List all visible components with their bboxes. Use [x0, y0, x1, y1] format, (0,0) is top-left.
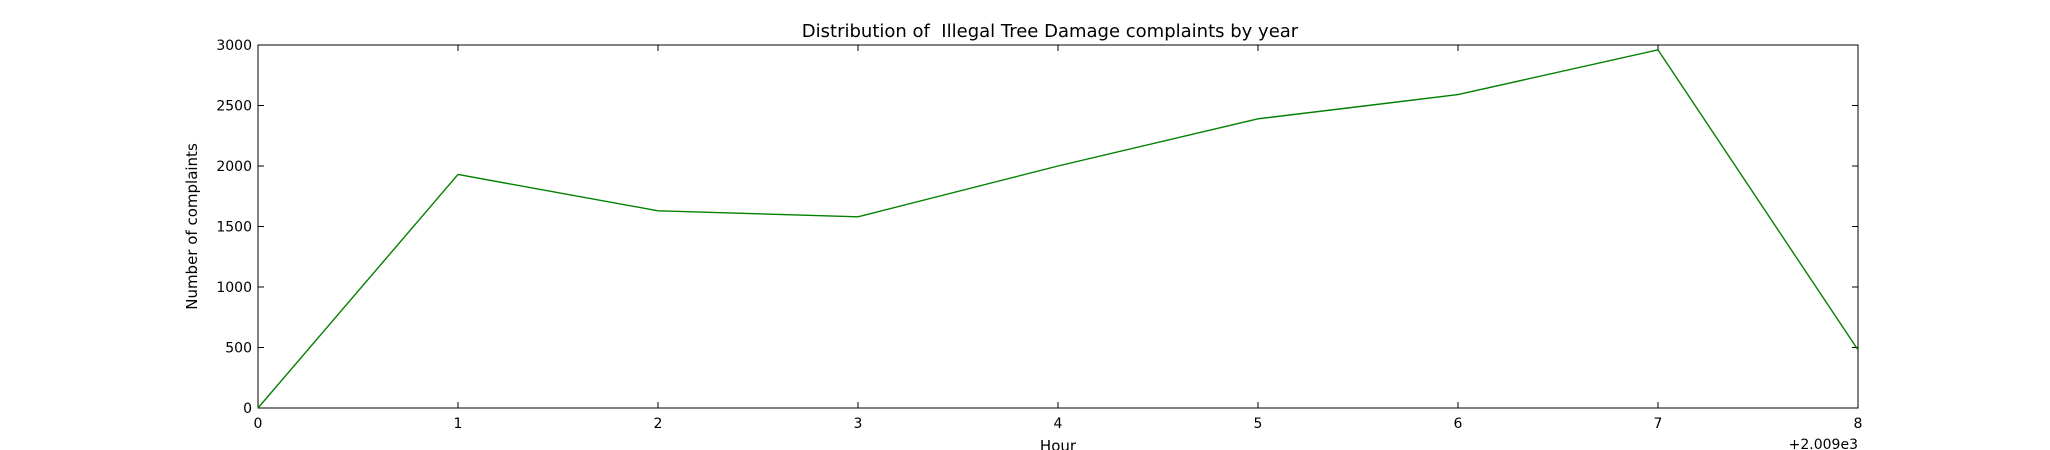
x-tick-label: 6: [1454, 416, 1463, 432]
x-tick-label: 2: [654, 416, 663, 432]
x-tick-label: 0: [254, 416, 263, 432]
y-tick-label: 1000: [216, 280, 252, 296]
plot-area-frame: [257, 44, 1859, 409]
y-tick-label: 3000: [216, 38, 252, 54]
x-axis-ticks: 0 1 2 3 4 5 6 7 8: [254, 45, 1863, 432]
y-tick-label: 1500: [216, 220, 252, 236]
y-axis-label: Number of complaints: [183, 143, 201, 310]
y-tick-label: 2500: [216, 99, 252, 115]
series-line: [257, 49, 1859, 409]
y-tick-label: 500: [225, 341, 252, 357]
x-tick-label: 5: [1254, 416, 1263, 432]
x-tick-label: 3: [854, 416, 863, 432]
x-tick-label: 7: [1654, 416, 1663, 432]
y-tick-label: 2000: [216, 159, 252, 175]
chart-title: Distribution of Illegal Tree Damage comp…: [802, 21, 1299, 42]
x-tick-label: 8: [1854, 416, 1863, 432]
y-tick-label: 0: [243, 401, 252, 417]
series-layer: [257, 49, 1859, 409]
x-axis-offset-label: +2.009e3: [1789, 437, 1858, 450]
y-axis-ticks: 0 500 1000 1500 2000 2500 3000: [216, 38, 1858, 417]
x-axis-label: Hour: [1040, 437, 1077, 450]
x-tick-label: 4: [1054, 416, 1063, 432]
x-tick-label: 1: [454, 416, 463, 432]
